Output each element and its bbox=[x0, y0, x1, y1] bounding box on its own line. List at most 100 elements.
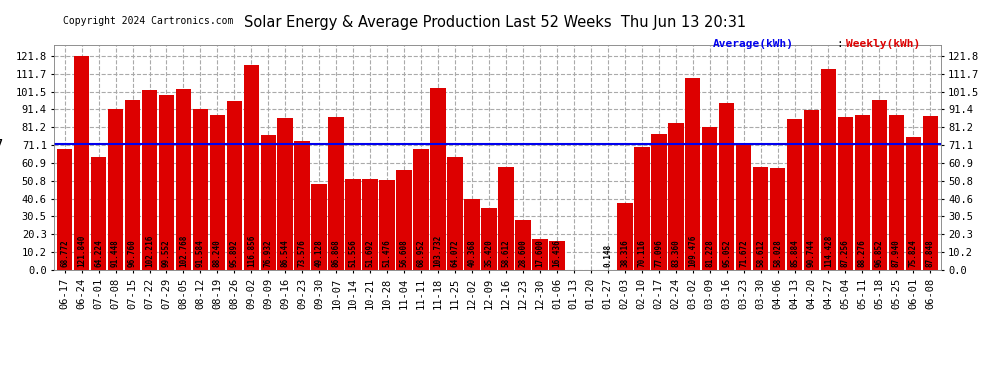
Bar bbox=[396, 171, 412, 270]
Text: 87.940: 87.940 bbox=[892, 240, 901, 267]
Bar bbox=[481, 208, 497, 270]
Text: 28.600: 28.600 bbox=[519, 240, 528, 267]
Text: Average(kWh): Average(kWh) bbox=[713, 39, 794, 50]
Bar bbox=[175, 89, 191, 270]
Text: 121.840: 121.840 bbox=[77, 235, 86, 267]
Text: 38.316: 38.316 bbox=[621, 240, 630, 267]
Text: 88.240: 88.240 bbox=[213, 240, 222, 267]
Bar bbox=[142, 90, 157, 270]
Text: 95.892: 95.892 bbox=[230, 240, 239, 267]
Bar bbox=[668, 123, 683, 270]
Bar bbox=[634, 147, 649, 270]
Text: 96.760: 96.760 bbox=[128, 240, 137, 267]
Text: 58.612: 58.612 bbox=[756, 240, 765, 267]
Bar bbox=[244, 64, 259, 270]
Text: :: : bbox=[837, 39, 843, 50]
Text: 64.224: 64.224 bbox=[94, 240, 103, 267]
Bar bbox=[312, 184, 327, 270]
Bar bbox=[770, 168, 785, 270]
Text: 96.852: 96.852 bbox=[875, 240, 884, 267]
Bar bbox=[431, 88, 446, 270]
Bar bbox=[277, 118, 293, 270]
Bar bbox=[838, 117, 853, 270]
Bar bbox=[685, 78, 701, 270]
Bar bbox=[906, 137, 921, 270]
Text: 51.476: 51.476 bbox=[383, 240, 392, 267]
Bar bbox=[362, 179, 378, 270]
Bar bbox=[260, 135, 276, 270]
Bar bbox=[346, 179, 361, 270]
Text: 76.932: 76.932 bbox=[263, 240, 273, 267]
Bar bbox=[193, 109, 208, 270]
Text: 90.744: 90.744 bbox=[807, 240, 816, 267]
Text: 87.256: 87.256 bbox=[841, 240, 850, 267]
Text: 51.556: 51.556 bbox=[348, 240, 357, 267]
Text: 71.672: 71.672 bbox=[740, 240, 748, 267]
Text: 77.096: 77.096 bbox=[654, 240, 663, 267]
Text: 17.600: 17.600 bbox=[536, 240, 544, 267]
Text: Solar Energy & Average Production Last 52 Weeks  Thu Jun 13 20:31: Solar Energy & Average Production Last 5… bbox=[244, 15, 746, 30]
Text: 0.148: 0.148 bbox=[603, 244, 612, 267]
Bar bbox=[923, 116, 939, 270]
Text: 51.692: 51.692 bbox=[365, 240, 374, 267]
Bar bbox=[617, 202, 633, 270]
Bar bbox=[56, 149, 72, 270]
Text: 102.216: 102.216 bbox=[145, 235, 154, 267]
Bar bbox=[498, 167, 514, 270]
Text: 86.868: 86.868 bbox=[332, 240, 341, 267]
Text: 75.824: 75.824 bbox=[909, 240, 918, 267]
Bar bbox=[379, 180, 395, 270]
Text: 88.276: 88.276 bbox=[858, 240, 867, 267]
Text: 114.428: 114.428 bbox=[824, 235, 833, 267]
Text: 87.848: 87.848 bbox=[926, 240, 935, 267]
Text: 116.856: 116.856 bbox=[247, 235, 255, 267]
Text: Weekly(kWh): Weekly(kWh) bbox=[846, 39, 921, 50]
Text: 70.116: 70.116 bbox=[638, 240, 646, 267]
Bar bbox=[532, 239, 547, 270]
Text: 109.476: 109.476 bbox=[688, 235, 697, 267]
Text: 86.544: 86.544 bbox=[281, 240, 290, 267]
Bar bbox=[871, 100, 887, 270]
Bar bbox=[736, 144, 751, 270]
Bar bbox=[787, 119, 802, 270]
Bar bbox=[413, 149, 429, 270]
Bar bbox=[702, 127, 718, 270]
Text: 35.420: 35.420 bbox=[484, 240, 493, 267]
Text: 58.028: 58.028 bbox=[773, 240, 782, 267]
Bar bbox=[889, 116, 904, 270]
Text: 81.228: 81.228 bbox=[705, 240, 714, 267]
Text: 68.772: 68.772 bbox=[60, 240, 69, 267]
Text: 83.360: 83.360 bbox=[671, 240, 680, 267]
Bar bbox=[158, 95, 174, 270]
Text: 56.608: 56.608 bbox=[400, 240, 409, 267]
Bar bbox=[549, 241, 564, 270]
Bar bbox=[74, 56, 89, 270]
Bar bbox=[804, 111, 820, 270]
Text: 64.072: 64.072 bbox=[450, 240, 459, 267]
Bar bbox=[329, 117, 345, 270]
Text: 91.448: 91.448 bbox=[111, 240, 120, 267]
Text: 95.052: 95.052 bbox=[722, 240, 732, 267]
Bar bbox=[515, 220, 531, 270]
Text: Copyright 2024 Cartronics.com: Copyright 2024 Cartronics.com bbox=[63, 16, 234, 26]
Text: 102.768: 102.768 bbox=[179, 235, 188, 267]
Bar bbox=[752, 167, 768, 270]
Bar bbox=[294, 141, 310, 270]
Text: ← 71.477: ← 71.477 bbox=[0, 140, 3, 149]
Text: 40.368: 40.368 bbox=[467, 240, 476, 267]
Bar bbox=[210, 115, 225, 270]
Text: 16.436: 16.436 bbox=[552, 240, 561, 267]
Text: 68.952: 68.952 bbox=[417, 240, 426, 267]
Text: 49.128: 49.128 bbox=[315, 240, 324, 267]
Text: 58.612: 58.612 bbox=[502, 240, 511, 267]
Bar bbox=[125, 100, 141, 270]
Bar bbox=[650, 135, 666, 270]
Bar bbox=[821, 69, 837, 270]
Text: 103.732: 103.732 bbox=[434, 235, 443, 267]
Text: 73.576: 73.576 bbox=[298, 240, 307, 267]
Bar bbox=[108, 109, 124, 270]
Bar bbox=[854, 115, 870, 270]
Bar bbox=[464, 199, 480, 270]
Bar bbox=[91, 157, 106, 270]
Bar bbox=[719, 103, 735, 270]
